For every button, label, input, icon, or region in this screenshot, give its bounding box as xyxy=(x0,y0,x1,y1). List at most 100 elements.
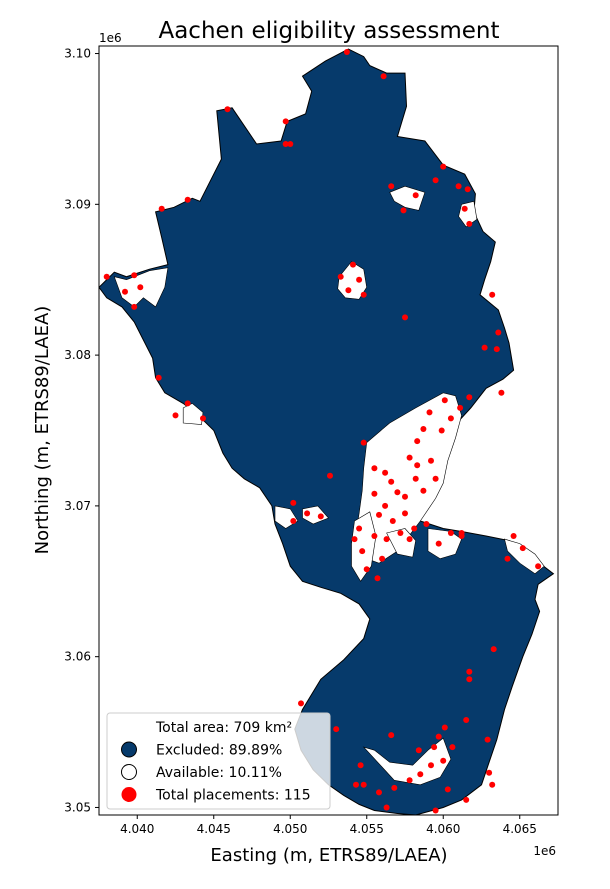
placement-point xyxy=(298,700,304,707)
placement-point xyxy=(495,329,502,336)
placement-point xyxy=(184,400,191,407)
placement-point xyxy=(412,475,419,482)
placement-point xyxy=(131,272,138,279)
placement-point xyxy=(489,291,496,298)
placement-point xyxy=(172,412,179,419)
placement-point xyxy=(282,141,289,147)
legend-label: Total placements: 115 xyxy=(155,788,311,804)
placement-point xyxy=(155,374,162,381)
placement-point xyxy=(360,781,367,788)
placement-point xyxy=(463,717,470,723)
placement-point xyxy=(353,781,359,788)
placement-point xyxy=(463,796,470,803)
placement-point xyxy=(455,183,462,190)
legend-items: Total area: 709 km² Excluded: 89.89% Avail… xyxy=(121,720,311,804)
placement-point xyxy=(490,646,497,653)
placement-point xyxy=(435,733,442,740)
placement-point xyxy=(457,404,464,411)
placement-point xyxy=(428,762,434,769)
x-axis-ticks: 4.040 4.045 4.050 4.055 4.060 4.065 xyxy=(120,815,537,836)
legend-excluded-marker xyxy=(121,741,137,758)
placement-point xyxy=(444,786,451,793)
placement-point xyxy=(447,530,454,536)
placement-point xyxy=(400,207,407,214)
placement-point xyxy=(337,273,344,280)
placement-point xyxy=(282,118,289,125)
y-tick-label: 3.06 xyxy=(64,650,91,664)
placement-point xyxy=(466,394,473,401)
placement-point xyxy=(420,487,427,494)
placement-point xyxy=(535,563,542,570)
placement-point xyxy=(359,548,366,555)
placement-point xyxy=(423,521,430,527)
available-area xyxy=(182,403,204,425)
placement-point xyxy=(343,49,350,55)
placement-point xyxy=(435,540,442,547)
placement-point xyxy=(327,472,333,479)
axes-frame xyxy=(98,45,559,816)
placement-point xyxy=(391,784,398,791)
placement-point xyxy=(406,777,413,784)
placement-point xyxy=(432,475,439,482)
y-axis-label: Northing (m, ETRS89/LAEA) xyxy=(32,306,53,555)
placement-point xyxy=(519,545,526,552)
placement-point xyxy=(388,183,395,190)
placement-point xyxy=(447,415,454,422)
placement-point xyxy=(484,736,491,743)
y-tick-label: 3.07 xyxy=(64,499,91,513)
placement-point xyxy=(402,493,408,500)
legend-label: Total area: 709 km² xyxy=(155,720,292,736)
placement-point xyxy=(486,769,493,776)
placement-point xyxy=(449,744,456,751)
placement-point xyxy=(489,781,496,788)
placement-point xyxy=(414,438,421,445)
placement-point xyxy=(481,344,488,351)
placement-point xyxy=(461,205,468,212)
placement-point xyxy=(376,789,382,796)
placement-point xyxy=(432,807,439,814)
placement-point xyxy=(440,757,447,764)
placement-point xyxy=(357,762,364,769)
placement-point xyxy=(122,288,128,295)
placement-point xyxy=(510,533,517,539)
placement-point xyxy=(402,510,408,517)
placement-point xyxy=(382,502,389,509)
placement-point xyxy=(382,469,389,476)
placement-point xyxy=(388,478,395,485)
placement-point xyxy=(412,192,419,199)
x-tick-label: 4.050 xyxy=(273,822,307,836)
placement-point xyxy=(411,525,418,532)
available-area xyxy=(386,528,417,558)
placement-point xyxy=(380,73,387,80)
placement-point xyxy=(441,397,448,404)
placement-point xyxy=(420,426,427,432)
placement-point xyxy=(350,261,356,268)
placement-point xyxy=(158,205,165,212)
placement-point xyxy=(498,389,505,396)
placement-point xyxy=(290,499,297,506)
x-offset-label: 1e6 xyxy=(533,844,556,858)
placement-point xyxy=(356,525,363,532)
placement-point xyxy=(440,163,447,170)
placement-point xyxy=(333,726,340,733)
legend-available-marker xyxy=(121,764,137,780)
placement-point xyxy=(374,575,381,582)
x-tick-label: 4.055 xyxy=(350,822,384,836)
plot-area xyxy=(98,45,559,816)
placement-point xyxy=(397,530,404,536)
placement-point xyxy=(466,668,473,675)
placement-point xyxy=(371,490,378,497)
y-tick-label: 3.10 xyxy=(64,47,91,61)
placement-point xyxy=(417,771,424,778)
placement-point xyxy=(388,732,395,739)
placement-markers xyxy=(103,49,542,814)
placement-point xyxy=(406,454,413,461)
placement-point xyxy=(371,465,378,472)
y-tick-label: 3.05 xyxy=(64,800,91,814)
y-tick-label: 3.08 xyxy=(64,348,91,362)
placement-point xyxy=(441,724,448,731)
available-area xyxy=(389,185,426,211)
placement-point xyxy=(383,804,390,811)
placement-point xyxy=(415,747,422,754)
placement-point xyxy=(376,511,382,518)
